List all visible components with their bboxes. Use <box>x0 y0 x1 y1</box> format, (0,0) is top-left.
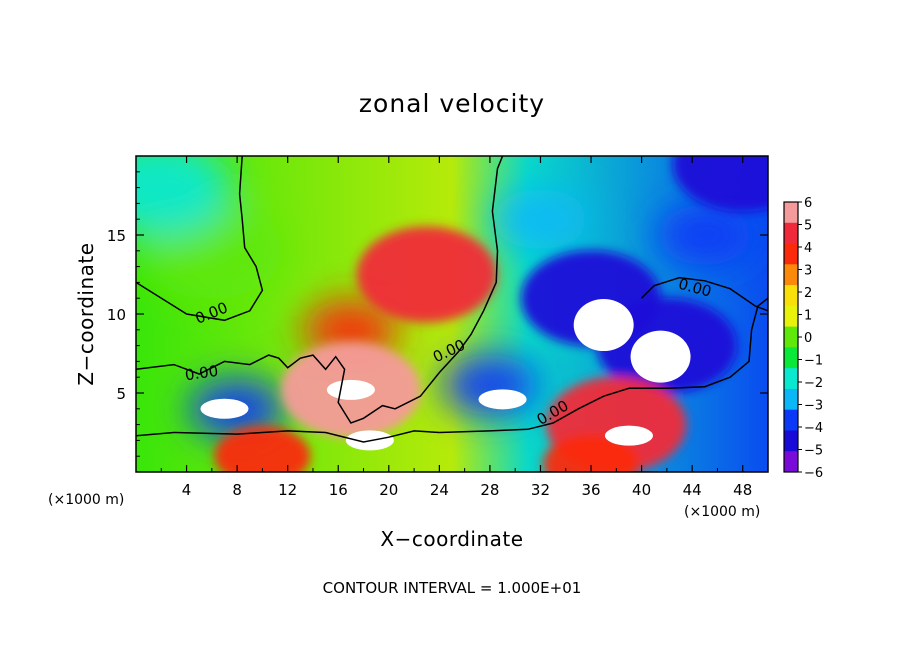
saturated-region <box>573 299 634 352</box>
colorbar-tick-label: −3 <box>804 399 823 414</box>
colorbar-tick-label: 5 <box>804 219 812 234</box>
chart-title: zonal velocity <box>359 89 545 118</box>
x-axis: 4 8 12 16 20 24 28 32 36 40 44 48 <box>160 156 752 499</box>
contour-line <box>136 156 504 424</box>
x-tick-label: 36 <box>581 481 600 499</box>
x-tick-label: 44 <box>683 481 702 499</box>
contour-interval-text: CONTOUR INTERVAL = 1.000E+01 <box>323 579 582 597</box>
contour-line <box>439 297 768 434</box>
x-unit-label: (×1000 m) <box>684 504 760 520</box>
colorbar-tick-label: 1 <box>804 309 812 324</box>
colorbar-swatch <box>784 222 798 245</box>
x-tick-label: 48 <box>733 481 752 499</box>
y-axis: 5 10 15 <box>107 171 768 457</box>
saturated-region <box>478 389 527 410</box>
colorbar-swatch <box>784 243 798 265</box>
colorbar-tick-label: −2 <box>804 376 823 391</box>
saturated-region <box>630 330 691 383</box>
field-feature <box>136 156 232 236</box>
x-axis-label: X−coordinate <box>380 527 523 551</box>
colorbar-swatch <box>784 326 798 348</box>
x-tick-label: 32 <box>531 481 550 499</box>
saturated-region <box>326 379 375 400</box>
x-tick-label: 28 <box>480 481 499 499</box>
field-feature <box>492 189 589 250</box>
y-tick-label: 15 <box>107 227 126 245</box>
colorbar-swatch <box>784 347 798 369</box>
contour-line <box>136 430 440 443</box>
contour-line <box>641 276 768 312</box>
y-tick-label: 10 <box>107 306 126 324</box>
colorbar-tick-label: 4 <box>804 241 812 256</box>
saturated-region <box>200 398 249 419</box>
colorbar-swatch <box>784 430 798 452</box>
x-tick-label: 24 <box>430 481 449 499</box>
colorbar-swatch <box>784 285 798 307</box>
colorbar-swatch <box>784 202 798 224</box>
saturated-region <box>604 425 653 446</box>
x-tick-label: 12 <box>278 481 297 499</box>
y-axis-label: Z−coordinate <box>74 242 98 385</box>
colorbar-tick-label: −6 <box>804 466 823 481</box>
colorbar-swatch <box>784 305 798 328</box>
colorbar-swatch <box>784 388 798 411</box>
contour-line <box>136 156 264 322</box>
contour-lines <box>136 156 768 443</box>
x-tick-label: 16 <box>329 481 348 499</box>
colorbar-swatch <box>784 451 798 473</box>
colorbar-tick-label: 2 <box>804 286 812 301</box>
colorbar-tick-label: −1 <box>804 354 823 369</box>
field-feature <box>214 426 311 472</box>
heatmap-field <box>136 156 768 472</box>
colorbar: 6 5 4 3 2 1 0 −1 −2 −3 −4 −5 −6 <box>783 196 823 481</box>
y-unit-label: (×1000 m) <box>48 492 124 508</box>
colorbar-swatch <box>784 368 798 390</box>
x-tick-label: 8 <box>232 481 242 499</box>
colorbar-swatch <box>784 409 798 431</box>
y-tick-label: 5 <box>116 385 126 403</box>
colorbar-tick-label: −4 <box>804 421 823 436</box>
x-tick-label: 40 <box>632 481 651 499</box>
field-feature <box>356 226 497 323</box>
colorbar-tick-label: 3 <box>804 264 812 279</box>
field-feature <box>656 205 753 265</box>
colorbar-tick-label: 6 <box>804 196 812 211</box>
x-tick-label: 4 <box>182 481 192 499</box>
colorbar-tick-label: 0 <box>804 331 812 346</box>
contour-label: 0.00 <box>184 362 220 384</box>
x-tick-label: 20 <box>379 481 398 499</box>
field-feature <box>672 156 768 212</box>
colorbar-tick-label: −5 <box>804 444 823 459</box>
colorbar-swatch <box>784 264 798 286</box>
